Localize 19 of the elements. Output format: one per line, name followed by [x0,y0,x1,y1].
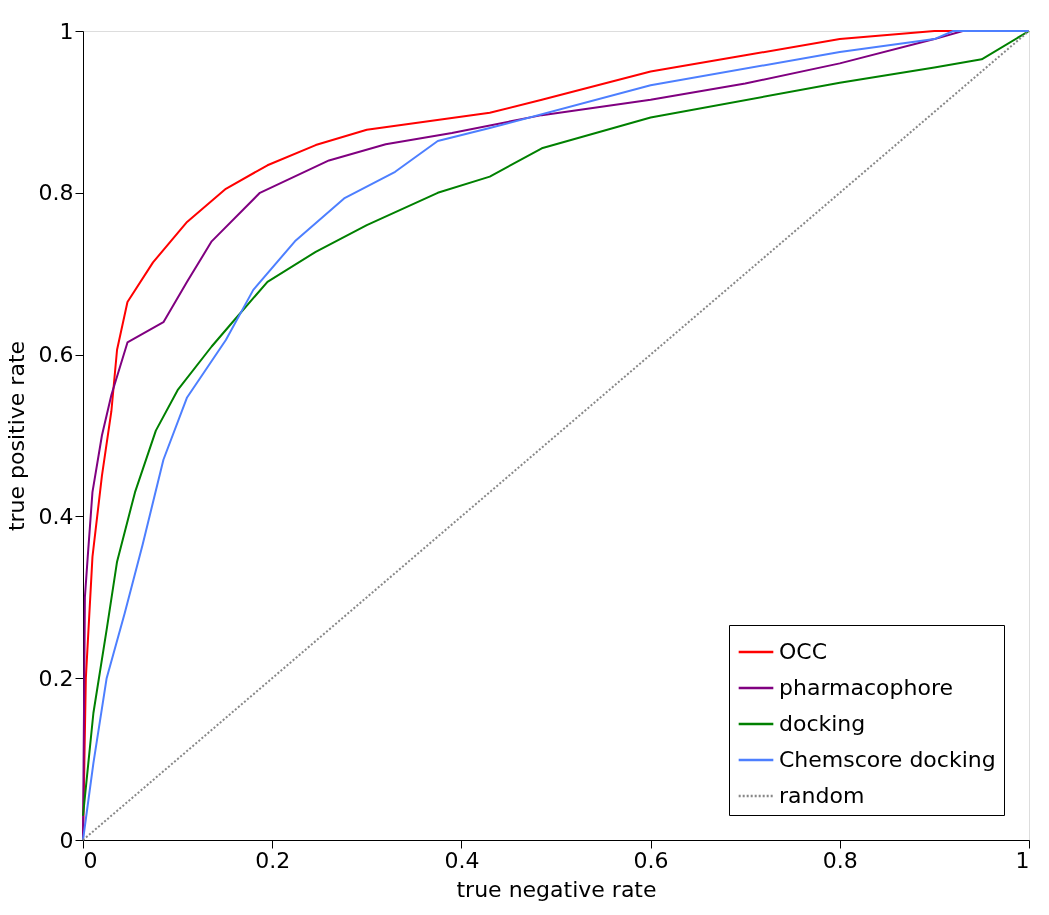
y-tick-label: 1 [59,18,74,44]
y-tick-label: 0.2 [38,665,74,691]
y-tick-label: 0 [59,827,74,853]
x-tick-label: 0.6 [633,847,669,873]
x-axis-title: true negative rate [456,876,657,902]
x-tick-label: 1 [1015,847,1030,873]
y-tick-label: 0.6 [38,342,74,368]
legend-label: pharmacophore [779,675,953,700]
y-tick-label: 0.8 [38,180,74,206]
legend-label: Chemscore docking [779,747,996,772]
legend-label: OCC [779,639,828,664]
x-tick-label: 0.8 [822,847,858,873]
legend-label: random [779,783,865,808]
y-tick-label: 0.4 [38,503,74,529]
y-axis-title: true positive rate [3,340,29,532]
x-tick-label: 0.4 [444,847,480,873]
x-tick-label: 0.2 [255,847,291,873]
legend-label: docking [779,711,866,736]
x-tick-label: 0 [83,847,98,873]
